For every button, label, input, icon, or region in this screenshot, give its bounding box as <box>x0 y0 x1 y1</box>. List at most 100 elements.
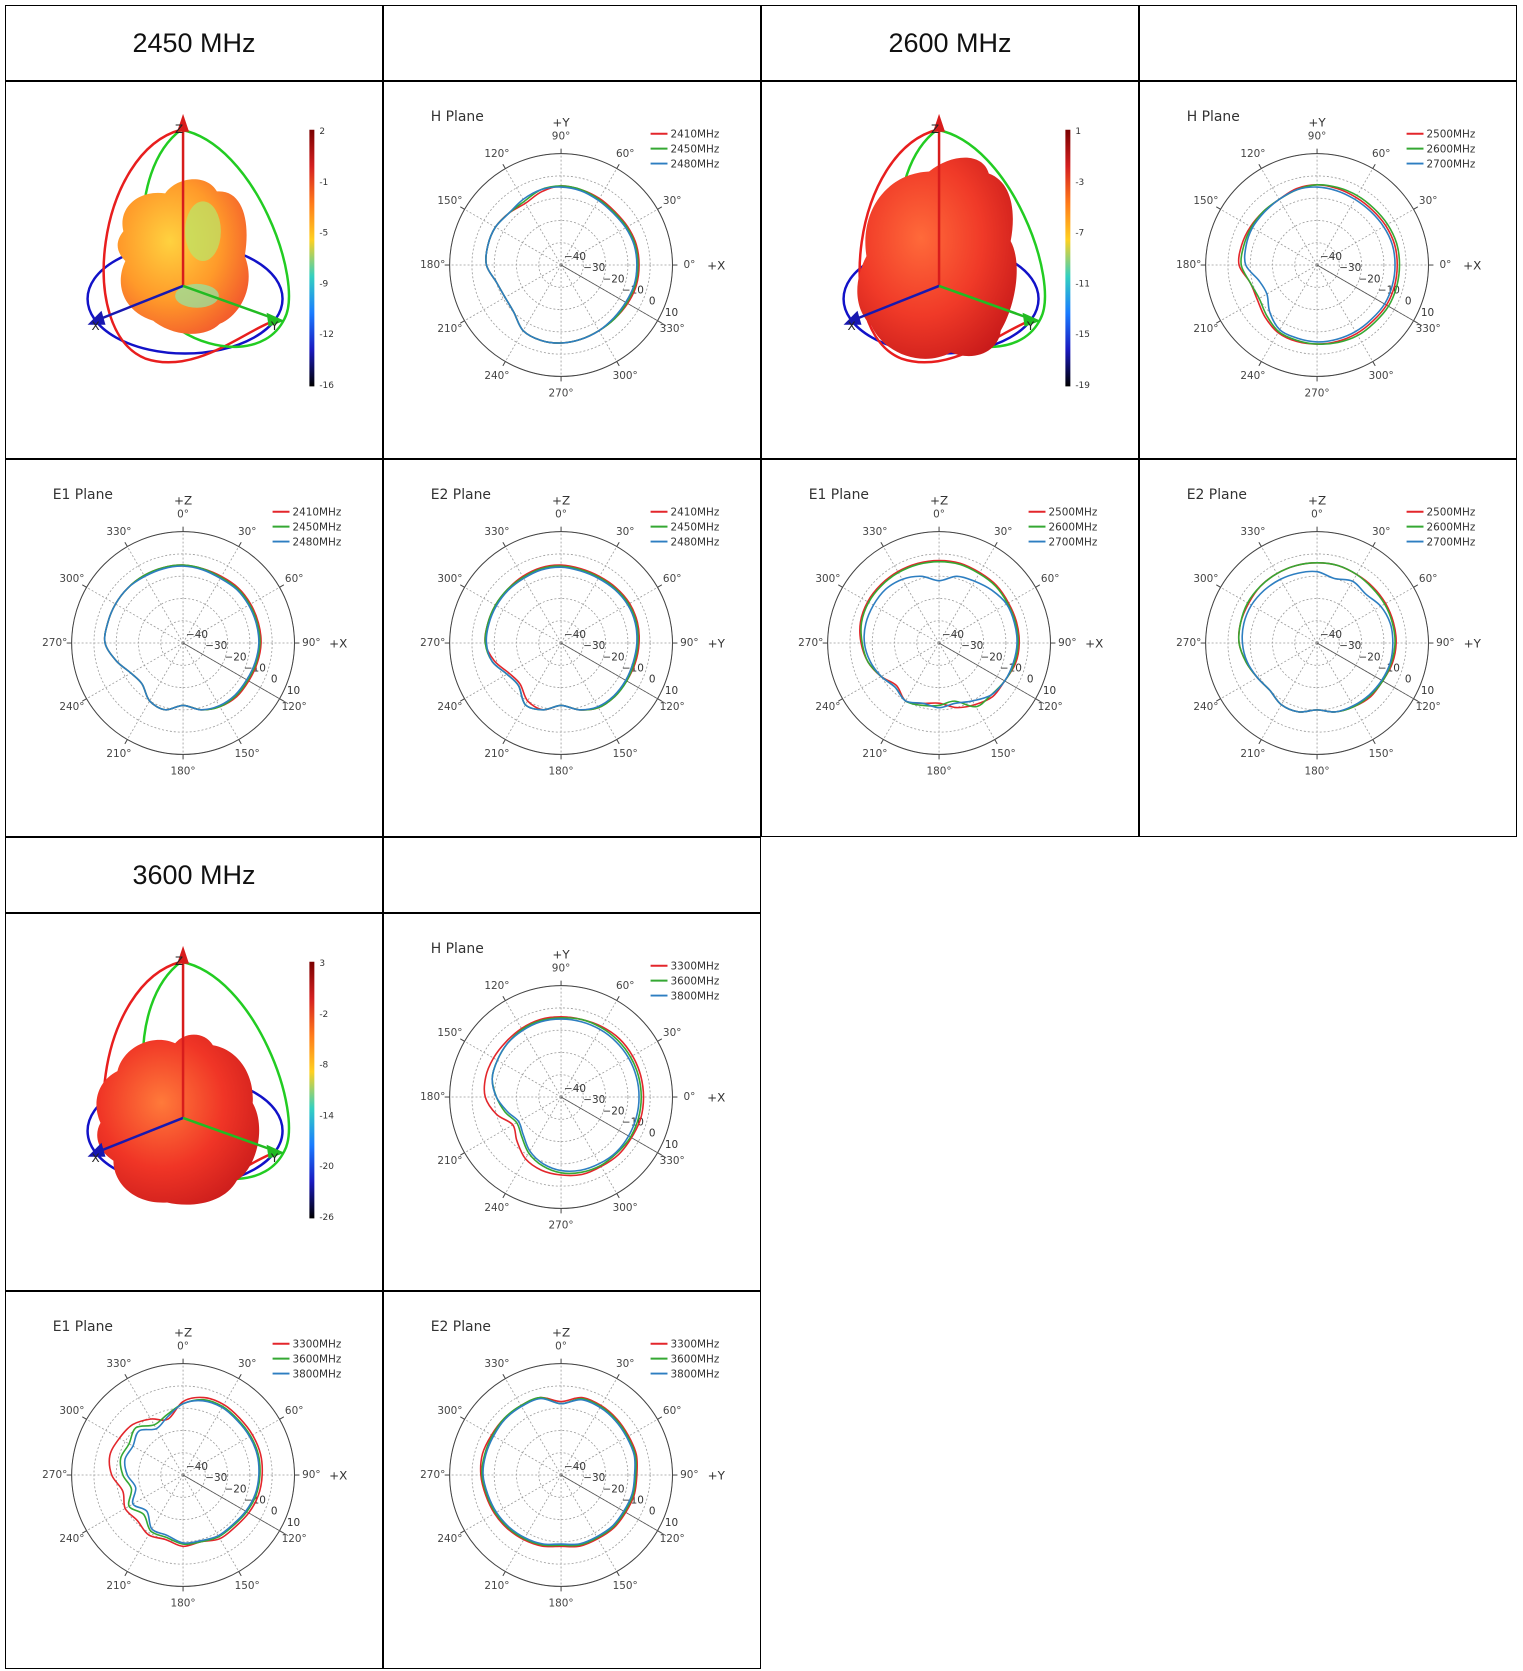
grid-spoke <box>1261 264 1318 362</box>
series-line <box>108 1396 264 1548</box>
angle-label: 270° <box>420 637 445 649</box>
x-axis <box>95 1116 184 1154</box>
polar-h-plane-2450: 90° 60° 30° 0° 330° 300° 270° 240° 210° 180° 150° 1… <box>383 81 761 459</box>
legend-label: 3300MHz <box>670 1339 719 1351</box>
angle-label: 150° <box>613 1580 638 1592</box>
angle-label: 90° <box>1308 131 1327 143</box>
pattern-3d: Z X Y 1 -3 -7 -11 -15 -19 <box>842 113 1090 391</box>
radial-tick-label: 10 <box>1421 307 1434 319</box>
axis-label-right: +X <box>707 259 725 273</box>
angle-tick <box>616 1193 620 1199</box>
angle-label: 300° <box>1193 573 1218 585</box>
radial-tick-label: −20 <box>1359 273 1381 285</box>
angle-tick <box>460 584 465 588</box>
polar-chart: 0° 30° 60° 90° 120° 150° 180° 210° 240° 270° 300° 3… <box>420 1319 725 1610</box>
series-line <box>123 1399 260 1544</box>
angle-tick <box>1258 361 1262 367</box>
angle-label: 60° <box>663 1405 682 1417</box>
series-line <box>491 1018 640 1173</box>
section-title: 3600 MHz <box>132 859 256 890</box>
chart-title: E1 Plane <box>809 487 869 503</box>
legend-label: 2450MHz <box>670 144 719 156</box>
scale-tick-label: 1 <box>1075 127 1081 137</box>
angle-label: 0° <box>1311 509 1323 521</box>
polar-e2-plane-3600: 0° 30° 60° 90° 120° 150° 180° 210° 240° 270° 300° 3… <box>383 1291 761 1669</box>
chart-title: E2 Plane <box>1187 487 1247 503</box>
angle-tick <box>1372 541 1376 547</box>
angle-label: 150° <box>991 748 1016 760</box>
legend-label: 2480MHz <box>292 537 341 549</box>
angle-label: 300° <box>437 1405 462 1417</box>
legend-label: 2480MHz <box>670 537 719 549</box>
grid-spoke <box>464 1474 562 1532</box>
grid-circle <box>160 620 206 666</box>
angle-label: 30° <box>238 526 257 538</box>
angle-label: 30° <box>1372 526 1391 538</box>
color-scale-bar <box>309 961 315 1219</box>
scale-tick-label: -15 <box>1075 330 1090 340</box>
radial-tick-label: −20 <box>603 1483 625 1495</box>
angle-label: 210° <box>1240 748 1265 760</box>
angle-label: 300° <box>1369 370 1394 382</box>
z-axis-arrow <box>177 113 190 132</box>
x-axis-arrow <box>87 310 106 325</box>
angle-label: 240° <box>59 701 84 713</box>
angle-tick <box>124 541 128 547</box>
angle-tick <box>994 739 998 745</box>
grid-spoke <box>505 1378 562 1476</box>
angle-label: 90° <box>302 1469 321 1481</box>
legend-label: 2700MHz <box>1426 159 1475 171</box>
radial-tick-label: 0 <box>649 296 656 308</box>
pattern-3d-2600: Z X Y 1 -3 -7 -11 -15 -19 <box>761 81 1139 459</box>
empty-header-cell <box>383 837 761 913</box>
y-axis-arrow <box>266 312 285 327</box>
polar-chart: 0° 30° 60° 90° 120° 150° 180° 210° 240° 270° 300° 3… <box>42 487 347 778</box>
angle-tick <box>616 739 620 745</box>
radial-tick-label: 0 <box>1027 674 1034 686</box>
y-axis-label: Y <box>270 319 279 333</box>
series-line <box>1241 570 1394 713</box>
angle-label: 120° <box>282 701 307 713</box>
radial-tick-label: −30 <box>205 640 227 652</box>
angle-label: 240° <box>484 1202 509 1214</box>
radial-axis-line <box>560 264 667 327</box>
empty-header-cell <box>1139 5 1517 81</box>
angle-label: 0° <box>1439 259 1451 271</box>
angle-tick <box>82 1530 87 1534</box>
scale-tick-label: -20 <box>319 1162 334 1172</box>
angle-label: 150° <box>1193 195 1218 207</box>
series-line <box>859 559 1021 709</box>
angle-label: 180° <box>1304 765 1329 777</box>
y-axis <box>938 284 1031 320</box>
axis-label-right: +X <box>329 637 347 651</box>
angle-label: 330° <box>660 323 685 335</box>
legend-label: 2410MHz <box>670 507 719 519</box>
legend-label: 2410MHz <box>292 507 341 519</box>
z-axis-label: Z <box>175 954 183 968</box>
axis-label-top: +Z <box>552 493 570 507</box>
radial-axis-line <box>560 642 667 705</box>
angle-label: 180° <box>170 1597 195 1609</box>
radial-tick-label: 10 <box>1043 685 1056 697</box>
radial-tick-label: −40 <box>942 629 964 641</box>
angle-label: 60° <box>1041 573 1060 585</box>
angle-label: 240° <box>815 701 840 713</box>
grid-spoke <box>505 642 562 740</box>
radial-axis-line <box>560 1474 667 1537</box>
radial-tick-label: 0 <box>271 1506 278 1518</box>
grid-spoke <box>842 586 940 644</box>
angle-label: 270° <box>548 387 573 399</box>
angle-tick <box>124 1571 128 1577</box>
radial-tick-label: −40 <box>186 1461 208 1473</box>
radial-tick-label: 0 <box>1405 674 1412 686</box>
angle-label: 210° <box>106 748 131 760</box>
angle-label: 330° <box>862 526 887 538</box>
angle-label: 60° <box>1372 148 1391 160</box>
angle-label: 120° <box>1038 701 1063 713</box>
polar-chart: 0° 30° 60° 90° 120° 150° 180° 210° 240° 270° 300° 3… <box>798 487 1103 778</box>
series-line <box>481 1396 637 1547</box>
grid-spoke <box>842 642 940 700</box>
series-line <box>1237 184 1399 345</box>
angle-label: 90° <box>680 637 699 649</box>
angle-label: 90° <box>680 1469 699 1481</box>
